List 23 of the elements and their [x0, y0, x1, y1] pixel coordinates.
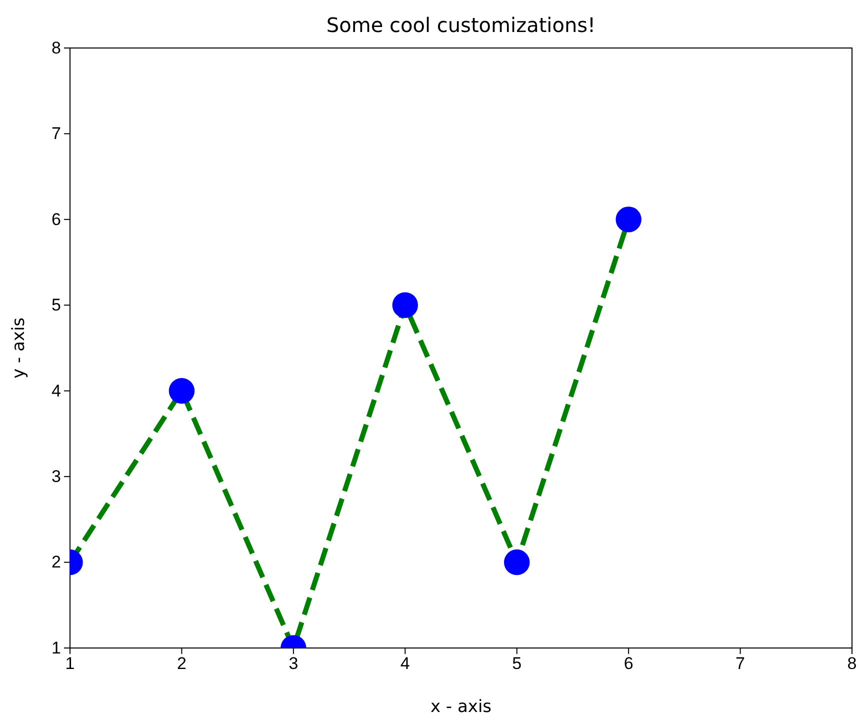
y-axis-title: y - axis: [9, 317, 29, 379]
x-tick-label: 8: [847, 654, 857, 674]
y-tick-label: 7: [52, 124, 61, 144]
x-tick-label: 4: [400, 654, 410, 674]
y-tick-label: 1: [52, 638, 61, 658]
x-tick-label: 7: [736, 654, 746, 674]
y-tick-label: 3: [52, 467, 61, 486]
y-tick-label: 8: [52, 38, 61, 58]
point: [392, 292, 418, 318]
x-tick-label: 5: [512, 654, 522, 674]
x-tick-label: 2: [176, 654, 186, 674]
x-tick-label: 1: [65, 654, 75, 674]
point: [168, 378, 195, 404]
point: [616, 206, 642, 232]
x-tick-label: 6: [624, 654, 634, 674]
chart-title: Some cool customizations!: [326, 13, 596, 37]
y-tick-label: 5: [52, 296, 61, 315]
x-tick-label: 3: [288, 654, 298, 674]
x-axis-title: x - axis: [430, 697, 492, 717]
y-tick-label: 6: [52, 210, 61, 229]
y-tick-label: 4: [52, 381, 61, 400]
y-tick-label: 2: [52, 552, 61, 572]
point: [504, 549, 530, 576]
